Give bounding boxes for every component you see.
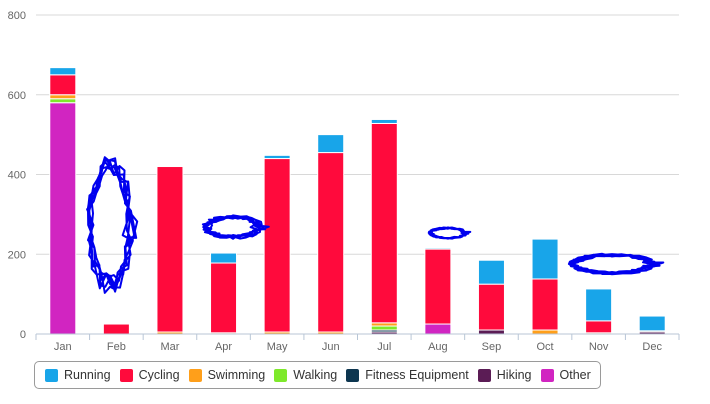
bar-sep-running[interactable] — [477, 259, 505, 285]
bar-nov-running[interactable] — [585, 288, 613, 322]
x-tick-label-jan: Jan — [54, 341, 72, 353]
legend-swatch-fitness-equipment — [346, 368, 360, 382]
bar-feb-cycling[interactable] — [102, 323, 130, 335]
legend-label-running: Running — [64, 368, 111, 382]
y-gridlines — [36, 14, 679, 255]
legend: Running Cycling Swimming Walking Fitness… — [34, 361, 601, 389]
bar-nov-cycling[interactable] — [585, 320, 613, 334]
legend-item-swimming[interactable]: Swimming — [188, 368, 266, 382]
bar-mar-cycling[interactable] — [156, 166, 184, 333]
bar-jul-cycling[interactable] — [370, 122, 398, 324]
legend-label-cycling: Cycling — [138, 368, 180, 382]
y-axis-tick-labels: 0 200 400 600 800 — [8, 10, 26, 341]
legend-item-running[interactable]: Running — [45, 368, 111, 382]
x-tick-label-feb: Feb — [107, 341, 126, 353]
bar-jul-walking[interactable] — [370, 325, 398, 331]
legend-item-fitness-equipment[interactable]: Fitness Equipment — [346, 368, 469, 382]
bar-sep-cycling[interactable] — [477, 283, 505, 331]
legend-swatch-cycling — [119, 368, 133, 382]
legend-item-cycling[interactable]: Cycling — [119, 368, 180, 382]
x-tick-label-jun: Jun — [322, 341, 340, 353]
x-tick-label-oct: Oct — [536, 341, 553, 353]
legend-label-swimming: Swimming — [207, 368, 266, 382]
legend-swatch-other — [540, 368, 554, 382]
y-tick-label: 800 — [8, 10, 26, 22]
legend-label-other: Other — [559, 368, 591, 382]
bar-dec-running[interactable] — [638, 315, 666, 332]
bar-aug-running[interactable] — [424, 247, 452, 250]
y-tick-label: 200 — [8, 249, 26, 261]
legend-swatch-hiking — [477, 368, 491, 382]
legend-label-fitness-equipment: Fitness Equipment — [365, 368, 469, 382]
bar-apr-running[interactable] — [210, 252, 238, 264]
bar-jan-other[interactable] — [49, 102, 77, 335]
legend-item-other[interactable]: Other — [540, 368, 591, 382]
x-axis-tick-labels: Jan Feb Mar Apr May Jun Jul Aug Sep Oct Nov Dec — [35, 334, 680, 353]
scribble-feb — [86, 156, 139, 294]
y-tick-label: 400 — [8, 170, 26, 182]
y-tick-label: 600 — [8, 90, 26, 102]
legend-item-walking[interactable]: Walking — [274, 368, 337, 382]
legend-label-walking: Walking — [293, 368, 338, 382]
stacked-bar-chart: 0 200 400 600 800 Jan Feb Mar Apr May Jun Jul Aug Se… — [8, 10, 680, 353]
bar-jan-walking[interactable] — [49, 98, 77, 104]
bar-oct-cycling[interactable] — [531, 278, 559, 331]
bar-apr-cycling[interactable] — [210, 262, 238, 334]
x-tick-label-dec: Dec — [642, 341, 662, 353]
scribble-apr — [201, 214, 270, 240]
bar-jan-swimming[interactable] — [49, 94, 77, 100]
handwritten-scribbles — [86, 156, 665, 294]
bar-aug-cycling[interactable] — [424, 248, 452, 325]
bar-jul-running[interactable] — [370, 118, 398, 124]
legend-label-hiking: Hiking — [496, 368, 532, 382]
x-tick-label-nov: Nov — [589, 341, 609, 353]
legend-swatch-running — [45, 368, 58, 382]
x-tick-label-aug: Aug — [428, 341, 448, 353]
legend-item-hiking[interactable]: Hiking — [477, 368, 532, 382]
bar-may-cycling[interactable] — [263, 158, 291, 333]
bar-jun-running[interactable] — [317, 134, 345, 154]
bar-jan-cycling[interactable] — [49, 74, 77, 96]
bar-aug-other[interactable] — [424, 323, 452, 335]
x-tick-label-sep: Sep — [482, 341, 502, 353]
x-tick-label-apr: Apr — [215, 341, 232, 353]
bar-sep-hiking[interactable] — [477, 329, 505, 335]
bar-oct-running[interactable] — [531, 238, 559, 280]
bars — [49, 67, 666, 335]
scribble-aug — [427, 226, 472, 240]
bar-oct-swimming[interactable] — [531, 329, 559, 335]
bar-may-running[interactable] — [263, 154, 291, 160]
x-tick-label-jul: Jul — [377, 341, 391, 353]
x-tick-label-may: May — [267, 341, 288, 353]
legend-swatch-swimming — [188, 368, 202, 382]
scribble-nov — [567, 252, 665, 276]
x-tick-label-mar: Mar — [160, 341, 179, 353]
bar-jan-running[interactable] — [49, 67, 77, 76]
legend-swatch-walking — [274, 368, 288, 382]
bar-jun-cycling[interactable] — [317, 152, 345, 333]
y-tick-label: 0 — [20, 329, 26, 341]
